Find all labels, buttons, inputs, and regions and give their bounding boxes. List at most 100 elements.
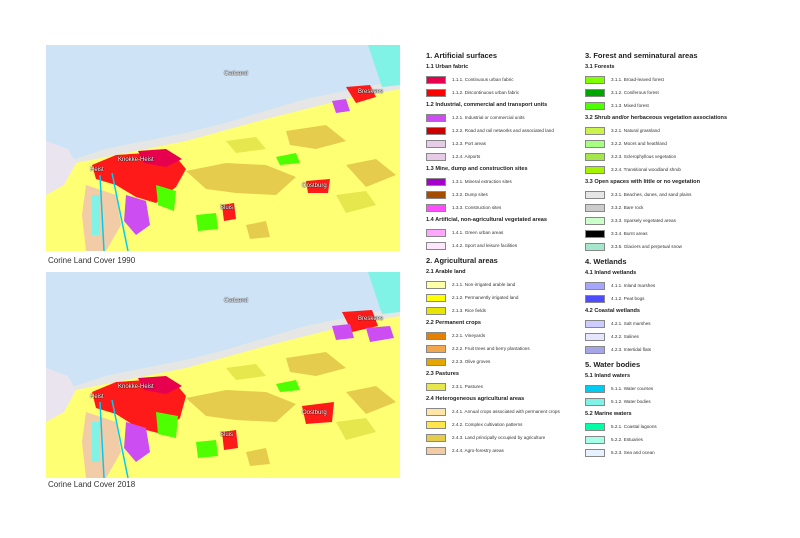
legend-item-label: 5.2.1. Coastal lagoons [611, 424, 657, 429]
legend-item-label: 3.3.5. Glaciers and perpetual snow [611, 244, 682, 249]
legend-item-label: 2.1.1. Non-irrigated arable land [452, 282, 516, 287]
legend-item: 1.1.1. Continuous urban fabric [426, 73, 560, 86]
legend-swatch [585, 190, 605, 199]
legend-group-title: 2.3 Pastures [426, 371, 459, 377]
legend-group-title: 2.2 Permanent crops [426, 320, 482, 326]
legend-swatch [585, 384, 605, 393]
legend-swatch [585, 88, 605, 97]
legend-item-label: 2.4.3. Land principally occupied by agri… [452, 435, 546, 440]
legend-item-label: 1.2.1. Industrial or commercial units [452, 115, 525, 120]
legend-item-label: 3.2.2. Moors and heathland [611, 141, 667, 146]
legend-item-label: 3.3.1. Beaches, dunes, and sand plains [611, 192, 692, 197]
legend-item-label: 4.1.1. Inland marshes [611, 283, 656, 288]
legend-item: 3.3.4. Burnt areas [585, 227, 727, 240]
legend-swatch [426, 420, 446, 429]
legend-item-label: 1.3.3. Construction sites [452, 205, 502, 210]
legend-group-title: 5.2 Marine waters [585, 411, 632, 417]
legend-column-2: 3. Forest and seminatural areas 3.1 Fores… [585, 47, 727, 459]
legend-swatch [426, 280, 446, 289]
legend-item: 1.4.2. Sport and leisure facilities [426, 239, 560, 252]
legend-swatch [426, 446, 446, 455]
legend-item: 3.1.3. Mixed forest [585, 99, 727, 112]
legend-swatch [585, 448, 605, 457]
legend-swatch [426, 203, 446, 212]
legend-swatch [426, 293, 446, 302]
legend-group-title: 3.1 Forests [585, 64, 615, 70]
place-label: Knokke-Heist [118, 384, 154, 390]
legend-swatch [585, 101, 605, 110]
place-label: Heist [90, 167, 104, 173]
legend-group-title: 3.3 Open spaces with little or no vegeta… [585, 179, 701, 185]
place-label: Cadzand [224, 71, 249, 77]
legend-item-label: 2.2.1. Vineyards [452, 333, 486, 338]
legend-group-title: 5.1 Inland waters [585, 373, 631, 379]
legend-item-label: 4.2.3. Intertidal flats [611, 347, 652, 352]
legend-item-label: 1.2.2. Road and rail networks and associ… [452, 128, 554, 133]
legend-item: 2.1.2. Permanently irrigated land [426, 291, 560, 304]
legend-swatch [585, 332, 605, 341]
legend-group-title: 2.1 Arable land [426, 269, 466, 275]
legend-item: 1.3.1. Mineral extraction sites [426, 175, 560, 188]
legend-item: 4.1.1. Inland marshes [585, 279, 727, 292]
legend-item-label: 3.1.1. Broad-leaved forest [611, 77, 664, 82]
legend-swatch [426, 152, 446, 161]
legend-item: 1.3.2. Dump sites [426, 188, 560, 201]
legend-item: 1.3.3. Construction sites [426, 201, 560, 214]
legend-swatch [426, 433, 446, 442]
legend-swatch [585, 126, 605, 135]
legend-swatch [426, 241, 446, 250]
legend-item-label: 4.2.2. Salines [611, 334, 639, 339]
legend-swatch [585, 165, 605, 174]
legend-group-title: 1.2 Industrial, commercial and transport… [426, 102, 548, 108]
legend-item-label: 1.4.2. Sport and leisure facilities [452, 243, 518, 248]
legend-swatch [585, 152, 605, 161]
legend-item-label: 5.2.3. Sea and ocean [611, 450, 655, 455]
legend-item: 3.3.1. Beaches, dunes, and sand plains [585, 188, 727, 201]
legend-item: 3.2.4. Transitional woodland shrub [585, 163, 727, 176]
legend-item: 3.2.2. Moors and heathland [585, 137, 727, 150]
legend-item: 1.2.2. Road and rail networks and associ… [426, 124, 560, 137]
map-1990-canvas [46, 45, 400, 251]
legend-item-label: 2.4.1. Annual crops associated with perm… [452, 409, 560, 414]
legend-item: 2.4.3. Land principally occupied by agri… [426, 431, 560, 444]
legend-item: 3.1.2. Coniferous forest [585, 86, 727, 99]
legend-item: 3.3.5. Glaciers and perpetual snow [585, 240, 727, 253]
legend-item: 1.2.1. Industrial or commercial units [426, 111, 560, 124]
legend-item-label: 2.2.3. Olive groves [452, 359, 491, 364]
legend-swatch [426, 344, 446, 353]
legend-item-label: 2.1.2. Permanently irrigated land [452, 295, 519, 300]
legend-item: 2.4.4. Agro-forestry areas [426, 444, 560, 457]
legend-swatch [585, 75, 605, 84]
legend-item: 2.2.3. Olive groves [426, 355, 560, 368]
legend-column-1: 1. Artificial surfaces 1.1 Urban fabric 1.… [426, 47, 560, 457]
place-label: Oostburg [302, 410, 327, 416]
legend-swatch [585, 422, 605, 431]
place-label: Sluis [220, 205, 234, 211]
legend-swatch [585, 216, 605, 225]
legend-item-label: 3.2.3. Sclerophyllous vegetation [611, 154, 677, 159]
legend-swatch [426, 88, 446, 97]
legend-item-label: 2.1.3. Rice fields [452, 308, 486, 313]
legend-swatch [426, 75, 446, 84]
legend-item: 2.2.1. Vineyards [426, 329, 560, 342]
legend-section-title: 1. Artificial surfaces [426, 51, 498, 60]
place-label: Heist [90, 394, 104, 400]
legend-item: 1.4.1. Green urban areas [426, 226, 560, 239]
legend-item-label: 2.4.4. Agro-forestry areas [452, 448, 504, 453]
legend-item: 4.2.2. Salines [585, 330, 727, 343]
legend-swatch [426, 306, 446, 315]
legend-group-title: 1.1 Urban fabric [426, 64, 469, 70]
legend-item: 1.2.4. Airports [426, 150, 560, 163]
legend-swatch [426, 382, 446, 391]
legend-swatch [426, 126, 446, 135]
legend-item-label: 1.2.4. Airports [452, 154, 481, 159]
legend-item: 2.1.1. Non-irrigated arable land [426, 278, 560, 291]
legend-item-label: 1.3.2. Dump sites [452, 192, 488, 197]
legend-item-label: 5.2.2. Estuaries [611, 437, 643, 442]
legend-swatch [426, 139, 446, 148]
map-2018: Knokke-Heist Heist Breskens Cadzand Slui… [46, 272, 400, 478]
legend-item-label: 1.1.1. Continuous urban fabric [452, 77, 514, 82]
legend-item: 1.1.2. Discontinuous urban fabric [426, 86, 560, 99]
legend-swatch [426, 331, 446, 340]
legend-swatch [426, 113, 446, 122]
